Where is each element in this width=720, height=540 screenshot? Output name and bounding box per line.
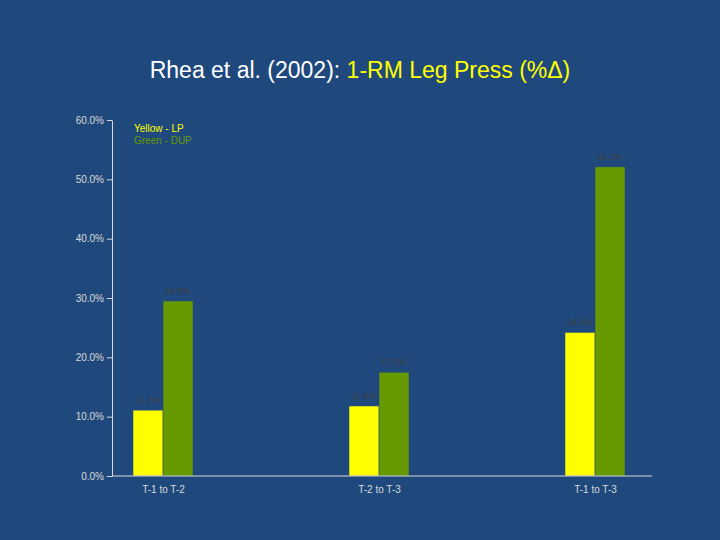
data-labels: 11.1% 11.8% 24.2% 29.5% 17.5% 52.1% xyxy=(136,152,623,405)
y-tick: 40.0% xyxy=(76,233,112,244)
bar xyxy=(133,410,163,476)
y-tick-label: 60.0% xyxy=(76,115,104,126)
x-tick-label: T-1 to T-2 xyxy=(142,484,185,495)
y-tick-mark xyxy=(107,298,112,299)
data-label: 11.8% xyxy=(352,391,377,401)
y-tick: 30.0% xyxy=(76,293,112,304)
legend-entry: Yellow - LP xyxy=(134,123,184,134)
bar xyxy=(163,301,193,476)
legend-entry: Green - DUP xyxy=(134,135,192,146)
bar xyxy=(379,372,409,476)
y-axis-line xyxy=(112,121,113,477)
y-tick-mark xyxy=(107,417,112,418)
x-tick-label: T-1 to T-3 xyxy=(574,484,617,495)
y-tick: 10.0% xyxy=(76,411,112,422)
title: Rhea et al. (2002): 1-RM Leg Press (%Δ) xyxy=(150,57,571,83)
x-tick: T-2 to T-3 xyxy=(358,484,401,495)
y-tick-mark xyxy=(107,476,112,477)
y-tick-label: 10.0% xyxy=(76,411,104,422)
x-tick-label: T-2 to T-3 xyxy=(358,484,401,495)
bar xyxy=(565,332,595,476)
y-tick-label: 0.0% xyxy=(81,471,104,482)
y-tick-label: 40.0% xyxy=(76,233,104,244)
x-axis-line xyxy=(112,476,652,477)
y-axis: 0.0% 10.0% 20.0% 30.0% 40.0% 50.0% 60.0% xyxy=(76,115,113,482)
y-tick-label: 50.0% xyxy=(76,174,104,185)
x-tick: T-1 to T-3 xyxy=(574,484,617,495)
x-axis: T-1 to T-2 T-2 to T-3 T-1 to T-3 xyxy=(142,484,617,495)
data-label: 24.2% xyxy=(567,317,593,327)
y-tick: 50.0% xyxy=(76,174,112,185)
legend: Yellow - LPGreen - DUP xyxy=(134,123,192,146)
y-tick-label: 20.0% xyxy=(76,352,104,363)
x-tick: T-1 to T-2 xyxy=(142,484,185,495)
chart: Rhea et al. (2002): 1-RM Leg Press (%Δ) 0… xyxy=(0,0,720,540)
bar xyxy=(595,167,625,476)
background xyxy=(0,0,720,540)
data-label: 17.5% xyxy=(381,357,407,367)
y-tick: 20.0% xyxy=(76,352,112,363)
bar xyxy=(349,406,379,476)
y-tick-mark xyxy=(107,239,112,240)
data-label: 11.1% xyxy=(136,395,161,405)
y-tick-mark xyxy=(107,179,112,180)
y-tick: 60.0% xyxy=(76,115,112,126)
y-tick: 0.0% xyxy=(81,471,112,482)
y-tick-label: 30.0% xyxy=(76,293,104,304)
data-label: 29.5% xyxy=(165,286,191,296)
y-tick-mark xyxy=(107,120,112,121)
bars xyxy=(133,167,625,476)
y-tick-mark xyxy=(107,357,112,358)
data-label: 52.1% xyxy=(597,152,623,162)
